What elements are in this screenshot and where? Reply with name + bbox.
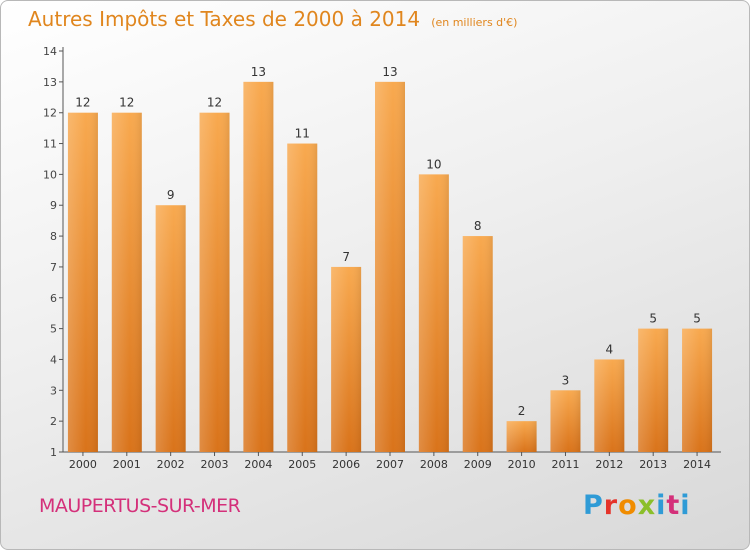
x-tick-label: 2005 (288, 458, 316, 471)
x-tick-label: 2000 (69, 458, 97, 471)
bar-value-label: 12 (119, 96, 134, 110)
logo-letter: t (666, 490, 681, 521)
bar-value-label: 7 (342, 250, 350, 264)
x-tick-label: 2013 (639, 458, 667, 471)
bar-shade (594, 359, 625, 452)
y-tick-label: 13 (43, 76, 57, 89)
y-tick-label: 12 (43, 107, 57, 120)
bar-shade (506, 421, 537, 452)
bar-value-label: 12 (75, 96, 90, 110)
y-tick-label: 8 (50, 230, 57, 243)
x-tick-label: 2001 (113, 458, 141, 471)
x-tick-label: 2004 (244, 458, 272, 471)
proxiti-logo[interactable]: Proxiti (583, 490, 691, 521)
chart-subtitle: (en milliers d'€) (431, 16, 518, 29)
logo-letter: x (637, 490, 657, 521)
bar-shade (375, 81, 405, 452)
bar-shade (155, 205, 186, 452)
bar-shade (331, 266, 362, 452)
bar-value-label: 10 (426, 157, 441, 171)
logo-letter: i (656, 490, 667, 521)
x-tick-label: 2008 (420, 458, 448, 471)
bar-value-label: 2 (518, 404, 526, 418)
x-tick-label: 2002 (157, 458, 185, 471)
y-tick-label: 2 (50, 415, 57, 428)
x-tick-label: 2009 (464, 458, 492, 471)
logo-letter: r (603, 490, 619, 521)
bar-shade (418, 174, 449, 452)
x-tick-label: 2007 (376, 458, 404, 471)
y-tick-label: 1 (50, 446, 57, 459)
bar-value-label: 5 (693, 312, 701, 326)
y-tick-label: 14 (43, 45, 57, 58)
logo-letter: i (680, 490, 691, 521)
bar-shade (111, 112, 142, 452)
chart-title-row: Autres Impôts et Taxes de 2000 à 2014 (e… (28, 7, 517, 31)
bar-shade (67, 112, 98, 452)
x-tick-label: 2003 (201, 458, 229, 471)
y-tick-label: 11 (43, 138, 57, 151)
bar-value-label: 9 (167, 188, 175, 202)
y-tick-label: 7 (50, 261, 57, 274)
bar-shade (682, 328, 713, 452)
logo-letter: P (583, 490, 604, 521)
bar-value-label: 4 (606, 342, 614, 356)
y-tick-label: 4 (50, 353, 57, 366)
x-tick-label: 2014 (683, 458, 711, 471)
bar-value-label: 13 (251, 65, 266, 79)
x-tick-label: 2011 (551, 458, 579, 471)
bar-shade (638, 328, 669, 452)
bar-value-label: 3 (562, 373, 570, 387)
x-tick-label: 2006 (332, 458, 360, 471)
bar-shade (199, 112, 230, 452)
logo-letter: o (618, 490, 638, 521)
bar-value-label: 11 (295, 127, 310, 141)
bar-value-label: 8 (474, 219, 482, 233)
chart-title: Autres Impôts et Taxes de 2000 à 2014 (28, 7, 421, 31)
bar-value-label: 13 (382, 65, 397, 79)
x-tick-label: 2010 (508, 458, 536, 471)
commune-name: MAUPERTUS-SUR-MER (39, 495, 241, 517)
bar-shade (287, 143, 318, 453)
bar-shade (462, 236, 493, 452)
bar-value-label: 5 (649, 312, 657, 326)
y-tick-label: 6 (50, 292, 57, 305)
y-tick-label: 3 (50, 384, 57, 397)
bar-shade (243, 81, 274, 452)
y-tick-label: 5 (50, 323, 57, 336)
y-tick-label: 10 (43, 168, 57, 181)
bar-value-label: 12 (207, 96, 222, 110)
x-tick-label: 2012 (595, 458, 623, 471)
y-tick-label: 9 (50, 199, 57, 212)
bar-shade (550, 390, 581, 452)
